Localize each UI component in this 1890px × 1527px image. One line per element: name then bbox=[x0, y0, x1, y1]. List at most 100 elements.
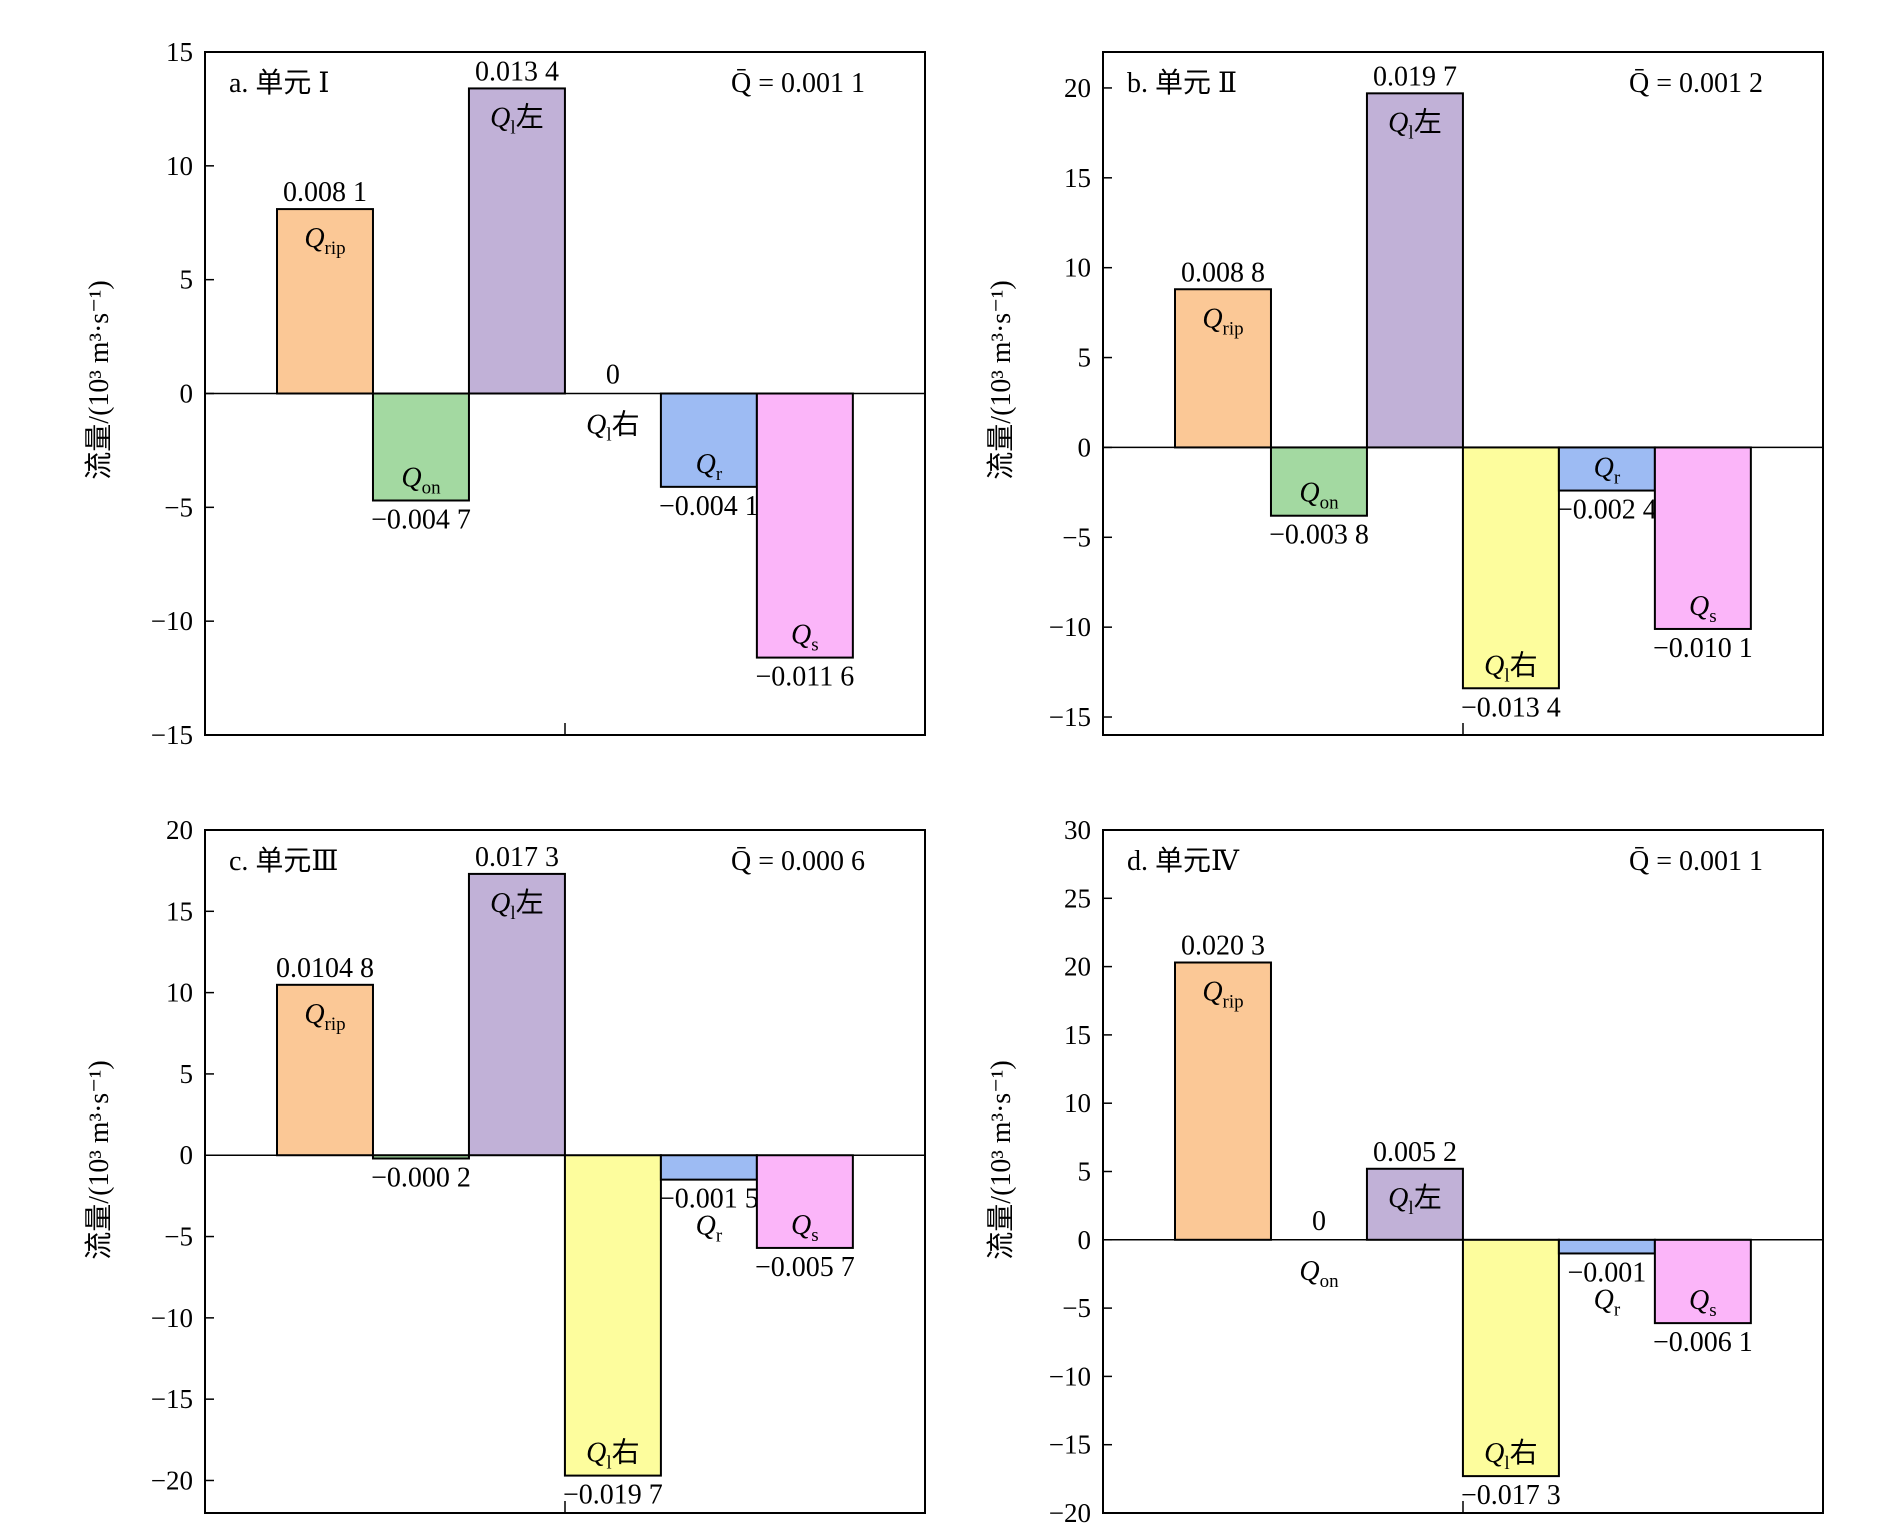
y-axis-label: 流量/(10³ m³·s⁻¹) bbox=[83, 1060, 115, 1259]
data-label: −0.003 8 bbox=[1269, 520, 1369, 551]
data-label: 0.019 7 bbox=[1373, 61, 1457, 92]
bar-q-r bbox=[1557, 1238, 1656, 1255]
y-axis-label: 流量/(10³ m³·s⁻¹) bbox=[83, 280, 115, 479]
series-label: Ql右 bbox=[586, 1436, 640, 1474]
series-label: Qrip bbox=[304, 999, 345, 1035]
y-tick-label: 10 bbox=[1064, 253, 1091, 283]
y-tick-label: −10 bbox=[1049, 612, 1091, 642]
series-label: Qs bbox=[1689, 1285, 1717, 1321]
series-label: Ql左 bbox=[1388, 1181, 1442, 1219]
y-tick-label: 5 bbox=[180, 265, 194, 295]
panel-title: d. 单元Ⅳ bbox=[1127, 845, 1240, 877]
y-tick-label: 5 bbox=[1078, 343, 1092, 373]
panel-title: c. 单元Ⅲ bbox=[229, 845, 338, 877]
panel-b: 流量/(10³ m³·s⁻¹) 20 15 10 5 0 −5 −10 −15 0.008 8 Q… bbox=[985, 51, 1824, 736]
series-label: Qon bbox=[1299, 478, 1339, 514]
y-tick-label: −10 bbox=[1049, 1361, 1091, 1391]
bar-q-r bbox=[1557, 446, 1656, 492]
bar-q-rip bbox=[276, 983, 374, 1157]
bar-q-l-right bbox=[563, 1154, 662, 1477]
data-label: −0.011 6 bbox=[755, 662, 854, 693]
data-label: 0.020 3 bbox=[1181, 931, 1265, 962]
data-label: −0.017 3 bbox=[1461, 1480, 1561, 1511]
y-tick-label: −15 bbox=[151, 720, 193, 750]
series-label: Ql右 bbox=[1484, 648, 1538, 686]
data-label: 0.008 8 bbox=[1181, 257, 1265, 288]
y-tick-label: 20 bbox=[1064, 952, 1091, 982]
data-label: −0.002 4 bbox=[1557, 495, 1657, 526]
bar-q-rip bbox=[1174, 288, 1272, 449]
y-tick-label: 10 bbox=[166, 151, 193, 181]
data-label: −0.019 7 bbox=[563, 1480, 663, 1511]
panel-title: a. 单元 Ⅰ bbox=[229, 67, 330, 99]
y-tick-label: −20 bbox=[1049, 1498, 1091, 1527]
chart-d: 30 25 20 15 10 5 0 −5 −10 −15 −20 0.020 3 Qrip 0 Qon 0.… bbox=[1049, 815, 1824, 1527]
data-label: 0 bbox=[606, 360, 620, 391]
data-label: 0.017 3 bbox=[475, 842, 559, 873]
data-label: −0.001 bbox=[1567, 1257, 1646, 1288]
chart-a: 15 10 5 0 −5 −10 −15 0.008 1 Qrip −0.004 7 Qon 0.01… bbox=[151, 37, 926, 750]
data-label: 0.013 4 bbox=[475, 56, 559, 87]
series-label: Qon bbox=[401, 463, 441, 499]
panel-title: b. 单元 Ⅱ bbox=[1127, 67, 1237, 99]
y-tick-label: −10 bbox=[151, 1303, 193, 1333]
data-label: −0.005 7 bbox=[755, 1252, 855, 1283]
y-tick-label: 0 bbox=[1078, 432, 1092, 462]
y-tick-label: −5 bbox=[1062, 1293, 1091, 1323]
y-tick-label: 15 bbox=[166, 896, 193, 926]
bar-q-r bbox=[659, 1154, 758, 1181]
bar-q-rip bbox=[276, 208, 374, 395]
data-label: −0.004 1 bbox=[659, 491, 759, 522]
y-tick-label: 10 bbox=[166, 978, 193, 1008]
y-tick-label: 5 bbox=[1078, 1157, 1092, 1187]
y-tick-label: 25 bbox=[1064, 883, 1091, 913]
y-tick-label: 15 bbox=[1064, 1020, 1091, 1050]
panel-c: 流量/(10³ m³·s⁻¹) 20 15 10 5 0 −5 −10 −15 −20 0.010… bbox=[83, 815, 926, 1514]
y-tick-label: −15 bbox=[151, 1384, 193, 1414]
y-tick-label: −20 bbox=[151, 1465, 193, 1495]
y-tick-label: −5 bbox=[164, 492, 193, 522]
data-label: 0.0104 8 bbox=[276, 953, 374, 984]
plot-frame bbox=[204, 829, 926, 1514]
y-tick-label: −15 bbox=[1049, 1430, 1091, 1460]
data-label: 0.008 1 bbox=[283, 177, 367, 208]
series-label: Ql左 bbox=[490, 886, 544, 924]
data-label: −0.004 7 bbox=[371, 505, 471, 536]
series-label: Qon bbox=[1299, 1256, 1339, 1292]
plot-frame bbox=[1102, 829, 1824, 1514]
y-tick-label: 5 bbox=[180, 1059, 194, 1089]
y-tick-label: −5 bbox=[1062, 522, 1091, 552]
data-label: −0.006 1 bbox=[1653, 1327, 1753, 1358]
panel-a: 流量/(10³ m³·s⁻¹) 15 10 5 0 −5 −10 −15 0.008 1 Qri… bbox=[83, 37, 926, 750]
plot-frame bbox=[1102, 51, 1824, 736]
y-tick-label: −10 bbox=[151, 606, 193, 636]
chart-b: 20 15 10 5 0 −5 −10 −15 0.008 8 Qrip −0.003 8 Qon 0.… bbox=[1049, 51, 1824, 736]
y-tick-label: −5 bbox=[164, 1222, 193, 1252]
series-label: Qs bbox=[791, 620, 819, 656]
bar-q-l-left bbox=[467, 87, 566, 395]
data-label: −0.010 1 bbox=[1653, 633, 1753, 664]
mean-annotation: Q̄ = 0.001 1 bbox=[1629, 846, 1763, 877]
bar-q-l-left bbox=[467, 872, 566, 1157]
y-tick-label: −15 bbox=[1049, 702, 1091, 732]
series-label: Qs bbox=[1689, 591, 1717, 627]
y-axis-label: 流量/(10³ m³·s⁻¹) bbox=[985, 1060, 1017, 1259]
data-label: −0.013 4 bbox=[1461, 692, 1561, 723]
y-tick-label: 20 bbox=[166, 815, 193, 845]
mean-annotation: Q̄ = 0.000 6 bbox=[731, 846, 865, 877]
y-tick-label: 0 bbox=[1078, 1225, 1092, 1255]
chart-c: 20 15 10 5 0 −5 −10 −15 −20 0.0104 8 Qrip −0.000 2 0… bbox=[151, 815, 926, 1514]
series-label: Qs bbox=[791, 1210, 819, 1246]
bar-q-l-left bbox=[1365, 92, 1464, 449]
bar-q-s bbox=[1653, 1238, 1752, 1325]
bar-q-s bbox=[755, 392, 854, 659]
series-label: Qr bbox=[696, 449, 723, 485]
mean-annotation: Q̄ = 0.001 2 bbox=[1629, 68, 1763, 99]
series-label: Qr bbox=[1594, 453, 1621, 489]
series-label: Ql左 bbox=[1388, 105, 1442, 143]
y-tick-label: 10 bbox=[1064, 1088, 1091, 1118]
series-label: Qrip bbox=[1202, 977, 1243, 1013]
bar-q-s bbox=[1653, 446, 1752, 630]
y-tick-label: 15 bbox=[1064, 163, 1091, 193]
